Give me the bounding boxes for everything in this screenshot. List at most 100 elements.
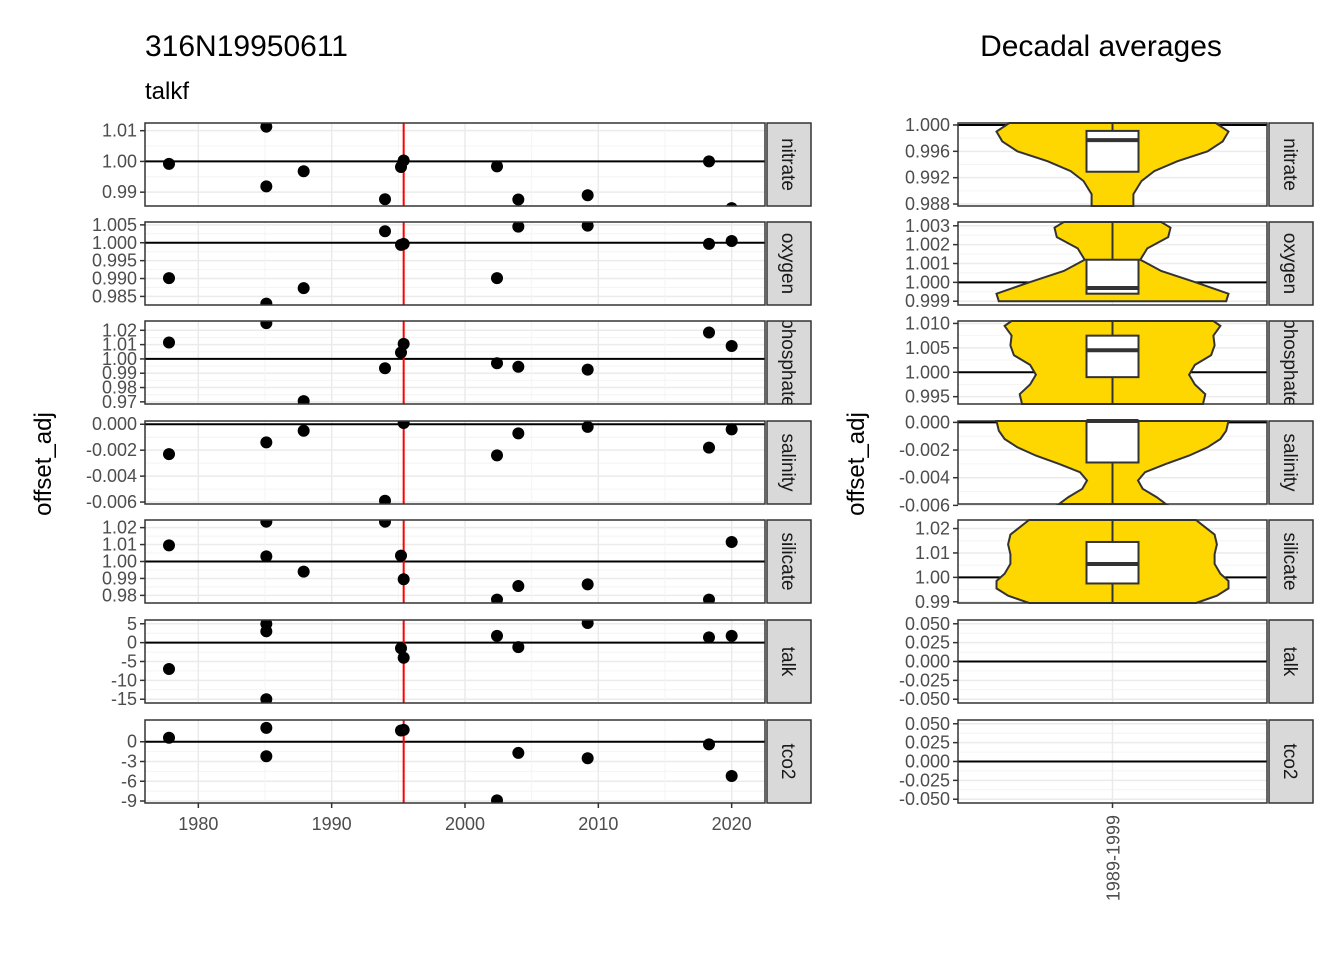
data-point <box>163 448 175 461</box>
x-tick-label: 2010 <box>578 814 618 834</box>
data-point <box>397 421 410 429</box>
points-group <box>163 620 738 703</box>
panel-border <box>144 221 766 306</box>
data-point <box>726 202 738 206</box>
data-point <box>491 272 503 285</box>
data-point <box>512 580 525 593</box>
box-iqr <box>1085 129 1140 173</box>
y-tick-label: -0.002 <box>86 440 137 460</box>
y-tick-label: -5 <box>121 652 137 672</box>
y-tick-label: -0.004 <box>899 468 950 488</box>
data-point <box>725 234 738 247</box>
y-tick-label: 0.99 <box>102 182 137 202</box>
data-point <box>491 593 503 603</box>
facet-strip <box>1268 420 1314 505</box>
data-point <box>512 193 525 206</box>
facet-strip-label: tco2 <box>777 744 798 780</box>
data-point <box>725 340 738 353</box>
y-axis-label-left: offset_adj <box>30 412 57 516</box>
x-tick-label: 2000 <box>445 814 485 834</box>
data-point <box>512 427 525 440</box>
facet-strip <box>766 122 812 207</box>
y-tick-label: 1.000 <box>905 272 950 292</box>
y-tick-label: 5 <box>127 614 137 634</box>
data-point <box>491 449 503 462</box>
y-tick-label: 0.050 <box>905 614 950 634</box>
strip-label-group: phosphate <box>1279 318 1300 407</box>
y-tick-label: 0.995 <box>905 387 950 407</box>
y-tick-label: -10 <box>111 670 137 690</box>
panel-border <box>957 320 1268 405</box>
left-panel-phosphate: 0.970.980.991.001.011.02 phosphate <box>102 320 812 412</box>
data-point <box>491 357 503 370</box>
data-point <box>163 663 175 676</box>
facet-strip-label: salinity <box>1279 433 1300 492</box>
panel-border <box>144 320 766 405</box>
right-chart-title: Decadal averages <box>980 30 1222 63</box>
data-point <box>703 441 715 454</box>
points-group <box>163 222 738 305</box>
y-tick-label: 1.000 <box>905 115 950 135</box>
facet-strip-label: nitrate <box>1279 138 1300 191</box>
y-tick-label: 0.98 <box>102 378 137 398</box>
panel-border <box>957 122 1268 207</box>
panel-background <box>145 123 765 206</box>
y-tick-label: 0 <box>127 633 137 653</box>
data-point <box>581 189 594 202</box>
strip-label-group: tco2 <box>1279 744 1300 780</box>
data-point <box>491 160 503 173</box>
y-tick-label: 0.992 <box>905 168 950 188</box>
data-point <box>725 769 738 782</box>
panel-border <box>957 519 1268 604</box>
facet-strip-label: tco2 <box>1279 744 1300 780</box>
data-point <box>512 360 525 373</box>
y-tick-label: 1.02 <box>102 320 137 340</box>
data-point <box>163 157 175 170</box>
facet-strip-label: oxygen <box>777 233 798 294</box>
strip-label-group: salinity <box>777 433 798 492</box>
y-tick-label: 0.985 <box>92 286 137 306</box>
y-tick-label: 0.996 <box>905 141 950 161</box>
data-point <box>581 222 594 232</box>
facet-strip <box>766 221 812 306</box>
y-tick-label: 1.00 <box>102 552 137 572</box>
y-tick-label: 0.99 <box>102 568 137 588</box>
strip-label-group: oxygen <box>1279 233 1300 294</box>
x-tick-label: 1980 <box>178 814 218 834</box>
facet-strip <box>1268 519 1314 604</box>
panel-background <box>145 421 765 504</box>
data-point <box>512 222 525 233</box>
data-point <box>395 642 407 655</box>
data-point <box>397 337 410 350</box>
data-point <box>397 573 410 586</box>
facet-strip-label: salinity <box>777 433 798 492</box>
data-point <box>581 363 594 376</box>
y-tick-label: 1.01 <box>102 535 137 555</box>
data-point <box>297 282 310 295</box>
points-group <box>163 321 738 404</box>
facet-strip-label: phosphate <box>1279 318 1300 407</box>
facet-strip-label: silicate <box>777 532 798 590</box>
data-point <box>163 272 175 285</box>
data-point <box>491 794 503 803</box>
data-point <box>163 336 175 349</box>
facet-strip-label: nitrate <box>777 138 798 191</box>
y-tick-label: 0.000 <box>905 652 950 672</box>
x-tick-label: 2020 <box>712 814 752 834</box>
facet-strip-label: oxygen <box>1279 233 1300 294</box>
data-point <box>260 550 273 563</box>
strip-label-group: silicate <box>777 532 798 590</box>
facet-strip <box>1268 221 1314 306</box>
data-point <box>163 731 175 744</box>
y-tick-label: -9 <box>121 791 137 811</box>
y-tick-label: 1.000 <box>905 362 950 382</box>
data-point <box>260 436 273 449</box>
y-tick-label: -0.006 <box>86 492 137 512</box>
right-panel-silicate: 0.99 1.00 1.01 1.02 silicate <box>915 519 1314 612</box>
y-tick-label: 0.000 <box>92 414 137 434</box>
data-point <box>703 155 715 168</box>
facet-strip-label: talk <box>777 647 798 677</box>
y-tick-label: 1.00 <box>102 151 137 171</box>
chart-subtitle: talkf <box>145 78 189 105</box>
